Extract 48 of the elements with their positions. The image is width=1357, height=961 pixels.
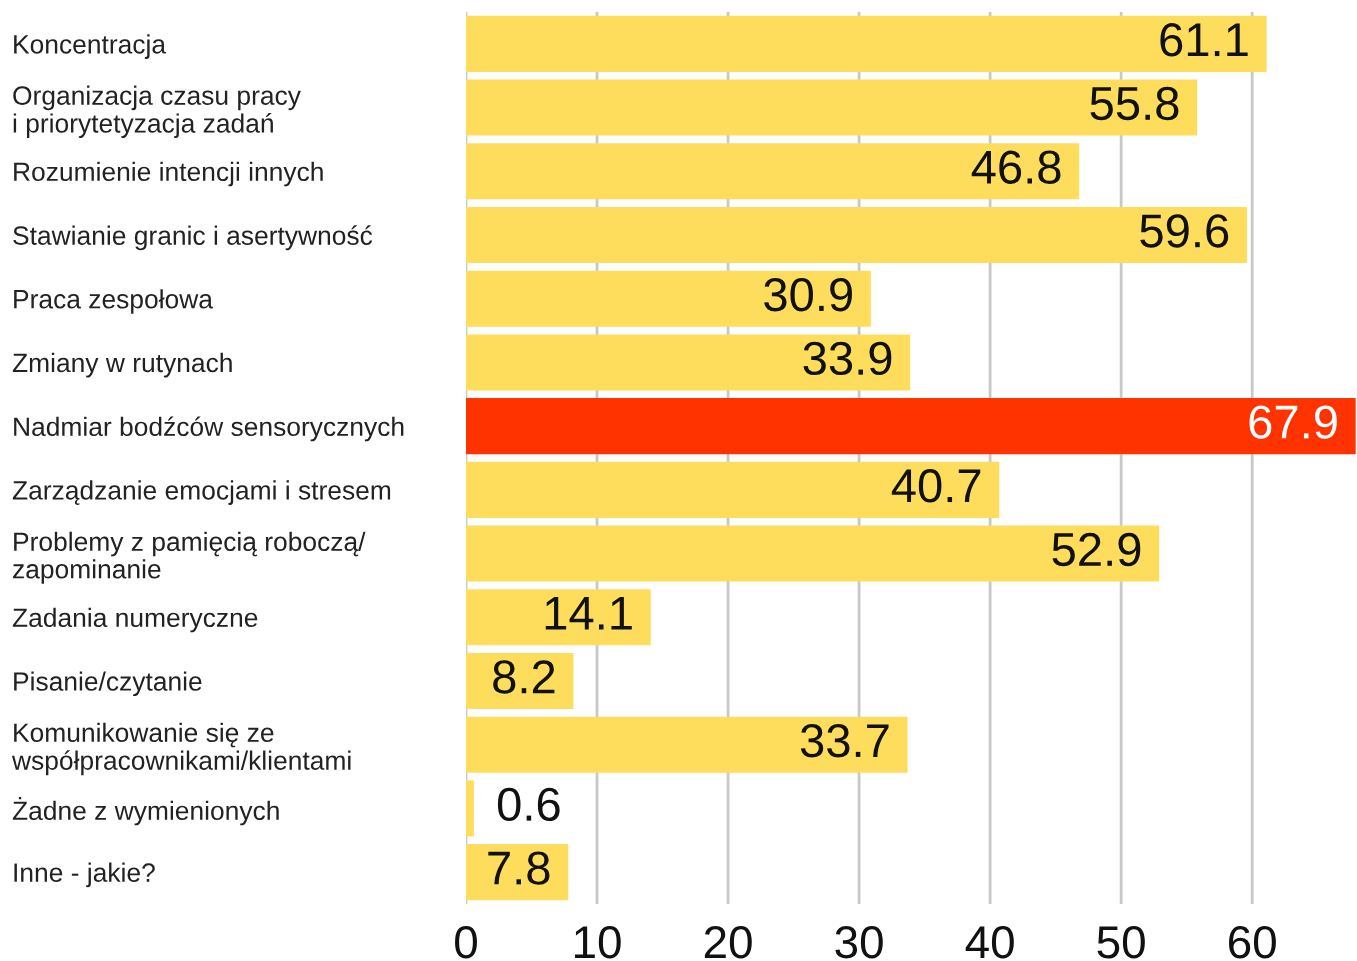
data-label: 46.8 bbox=[971, 150, 1061, 184]
bar bbox=[466, 589, 651, 646]
data-label: 14.1 bbox=[545, 597, 632, 630]
y-tick-label: Nadmiar bodźców sensorycznych bbox=[14, 416, 404, 442]
bar bbox=[466, 143, 1080, 200]
data-label: 33.7 bbox=[800, 723, 889, 758]
x-tick-label: 30 bbox=[835, 926, 883, 959]
y-tick-label: Stawianie granic i asertywność bbox=[13, 225, 373, 251]
data-label: 0.6 bbox=[497, 787, 560, 822]
y-tick-label: Praca zespołowa bbox=[14, 289, 213, 314]
data-label: 61.1 bbox=[1160, 23, 1248, 57]
data-label: 52.9 bbox=[1052, 532, 1141, 567]
x-tick-label: 60 bbox=[1229, 926, 1276, 959]
data-label: 55.8 bbox=[1090, 86, 1179, 121]
data-label: 8.2 bbox=[493, 660, 555, 694]
bar bbox=[466, 844, 569, 901]
y-tick-label: Problemy z pamięcią roboczą/ zapominanie bbox=[13, 531, 366, 584]
data-label: 33.9 bbox=[803, 341, 892, 376]
y-tick-label: Zmiany w rutynach bbox=[12, 352, 232, 378]
y-tick-label: Zarządzanie emocjami i stresem bbox=[12, 480, 391, 505]
data-label: 30.9 bbox=[764, 277, 852, 312]
y-tick-label: Rozumienie intencji innych bbox=[14, 161, 323, 187]
bar bbox=[466, 461, 1000, 518]
y-tick-label: Organizacja czasu pracy i priorytetyzacja zadań bbox=[13, 85, 301, 138]
bar bbox=[466, 525, 1160, 582]
bar bbox=[466, 780, 474, 837]
bar bbox=[466, 79, 1198, 136]
x-tick-label: 20 bbox=[704, 926, 752, 959]
x-tick-label: 50 bbox=[1097, 926, 1145, 959]
bar bbox=[466, 15, 1267, 72]
data-label: 67.9 bbox=[1249, 405, 1337, 439]
data-label: 40.7 bbox=[891, 469, 981, 503]
data-label: 7.8 bbox=[488, 851, 550, 885]
x-tick-label: 10 bbox=[575, 926, 621, 959]
y-tick-label: Żadne z wymienionych bbox=[12, 797, 279, 826]
bar bbox=[466, 206, 1247, 264]
y-tick-label: Inne - jakie? bbox=[14, 862, 155, 888]
y-tick-label: Pisanie/czytanie bbox=[14, 671, 202, 697]
y-tick-label: Komunikowanie się ze współpracownikami/klientami bbox=[11, 722, 351, 776]
x-tick-label: 0 bbox=[455, 926, 477, 959]
bar bbox=[466, 270, 871, 327]
y-tick-label: Koncentracja bbox=[14, 34, 167, 59]
bar bbox=[466, 716, 908, 773]
bar bbox=[466, 334, 911, 391]
data-label: 59.6 bbox=[1140, 214, 1229, 248]
bar bbox=[466, 398, 1356, 455]
x-tick-label: 40 bbox=[965, 926, 1014, 959]
y-tick-label: Zadania numeryczne bbox=[12, 607, 258, 633]
